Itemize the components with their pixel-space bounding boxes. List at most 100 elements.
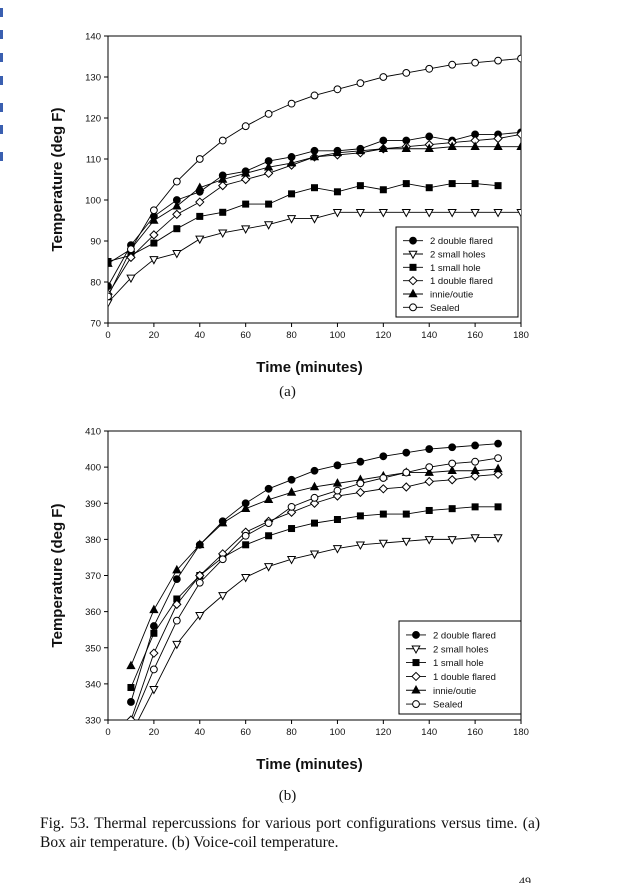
data-point xyxy=(311,184,318,192)
data-point xyxy=(402,510,410,518)
legend-entry: 1 double flared xyxy=(433,672,496,683)
legend-marker xyxy=(412,700,420,708)
data-point xyxy=(286,215,297,224)
data-point xyxy=(356,479,365,488)
data-point xyxy=(378,143,388,153)
data-point xyxy=(172,575,181,584)
data-point xyxy=(173,225,181,233)
data-point xyxy=(424,467,434,476)
data-point xyxy=(493,141,503,150)
data-point xyxy=(265,532,273,540)
data-point xyxy=(172,177,181,186)
data-point xyxy=(332,147,343,157)
series-group xyxy=(108,54,521,308)
legend-marker xyxy=(409,236,417,245)
data-point xyxy=(150,239,158,247)
data-point xyxy=(494,503,502,511)
y-tick-label: 100 xyxy=(85,196,101,207)
data-point xyxy=(172,640,182,650)
data-point xyxy=(149,648,159,658)
series-line xyxy=(108,183,499,262)
legend-marker xyxy=(409,263,417,271)
data-point xyxy=(286,507,297,517)
data-point xyxy=(218,555,227,564)
x-tick-label: 60 xyxy=(240,727,251,738)
data-point xyxy=(402,448,411,457)
data-point xyxy=(218,592,228,601)
y-tick-label: 360 xyxy=(85,607,101,618)
data-point xyxy=(332,545,343,554)
legend-entry: 2 double flared xyxy=(430,236,493,247)
data-point xyxy=(424,143,434,153)
data-point xyxy=(493,534,503,543)
legend-marker xyxy=(412,659,420,667)
data-point xyxy=(447,141,457,150)
data-point xyxy=(195,197,205,207)
x-tick-label: 120 xyxy=(375,330,391,341)
data-point xyxy=(333,516,341,524)
data-point xyxy=(448,180,456,188)
data-point xyxy=(150,629,158,637)
data-point xyxy=(333,461,342,470)
data-point xyxy=(471,180,479,188)
data-point xyxy=(494,182,502,190)
data-point xyxy=(263,221,274,230)
legend-entry: 1 small hole xyxy=(433,658,484,669)
data-point xyxy=(240,174,251,185)
y-tick-label: 380 xyxy=(85,535,101,546)
data-point xyxy=(402,69,411,77)
data-point xyxy=(218,180,228,191)
data-point xyxy=(447,465,457,475)
legend-entry: 1 small hole xyxy=(430,263,481,274)
data-point xyxy=(424,476,434,487)
x-tick-label: 140 xyxy=(421,727,437,738)
margin-mark xyxy=(0,30,3,39)
data-point xyxy=(379,186,387,194)
y-tick-label: 70 xyxy=(90,319,101,330)
data-point xyxy=(288,525,296,533)
data-point xyxy=(355,209,366,218)
data-point xyxy=(356,512,364,520)
data-point xyxy=(196,212,204,220)
x-tick-label: 60 xyxy=(240,330,251,341)
data-point xyxy=(402,180,410,188)
data-point xyxy=(379,73,388,81)
y-tick-label: 120 xyxy=(85,114,101,125)
data-point xyxy=(218,136,227,145)
x-tick-label: 180 xyxy=(513,330,529,341)
data-point xyxy=(378,209,388,218)
data-point xyxy=(309,215,320,224)
x-tick-label: 120 xyxy=(375,727,391,738)
x-tick-label: 80 xyxy=(286,330,297,341)
x-tick-label: 180 xyxy=(513,727,529,738)
data-point xyxy=(379,136,388,145)
data-point xyxy=(471,503,479,511)
y-tick-label: 330 xyxy=(85,716,101,727)
data-point xyxy=(425,463,434,472)
data-point xyxy=(310,91,319,100)
data-point xyxy=(448,505,456,513)
data-point xyxy=(218,174,228,183)
legend-marker xyxy=(408,275,418,286)
legend-marker xyxy=(411,645,421,654)
data-point xyxy=(425,132,434,141)
data-point xyxy=(265,200,273,208)
data-point xyxy=(218,517,228,527)
y-axis-label: Temperature (deg F) xyxy=(49,108,66,252)
data-point xyxy=(470,465,480,475)
data-point xyxy=(378,484,389,494)
y-tick-label: 400 xyxy=(85,463,101,474)
data-point xyxy=(448,443,457,452)
data-point xyxy=(425,445,434,453)
data-point xyxy=(241,168,251,177)
data-point xyxy=(108,258,113,267)
data-point xyxy=(470,141,480,150)
margin-mark xyxy=(0,76,3,85)
series-group xyxy=(126,439,503,720)
data-point xyxy=(309,550,320,560)
x-tick-label: 140 xyxy=(421,330,437,341)
data-point xyxy=(195,235,205,245)
y-axis-label: Temperature (deg F) xyxy=(49,504,66,648)
legend-entry: Sealed xyxy=(430,303,460,314)
data-point xyxy=(309,151,320,161)
